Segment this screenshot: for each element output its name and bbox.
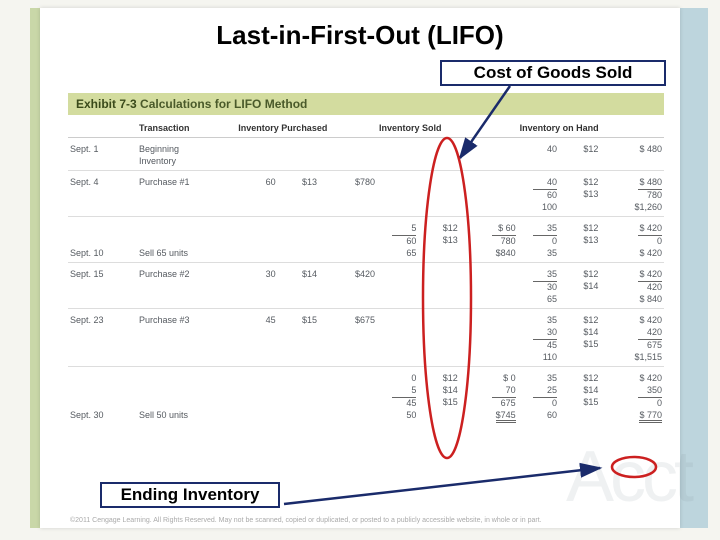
table-row: 5$1470 25$14350 <box>68 384 664 396</box>
table-row: 60$13780 <box>68 188 664 201</box>
cogs-callout-box: Cost of Goods Sold <box>440 60 666 86</box>
table-row: Sept. 4Purchase #1 60$13$780 40$12$ 480 <box>68 171 664 189</box>
table-header-row: Transaction Inventory Purchased Inventor… <box>68 115 664 138</box>
slide-container: Acct Last-in-First-Out (LIFO) Cost of Go… <box>40 8 680 528</box>
table-row: 65$ 840 <box>68 293 664 309</box>
col-transaction: Transaction <box>137 115 236 138</box>
table-row: 100$1,260 <box>68 201 664 217</box>
ending-inventory-callout-box: Ending Inventory <box>100 482 280 508</box>
exhibit-header: Exhibit 7-3 Calculations for LIFO Method <box>68 93 664 115</box>
lifo-table: Transaction Inventory Purchased Inventor… <box>68 115 664 424</box>
ending-red-circle <box>612 457 656 477</box>
table-row: 45$15675 <box>68 338 664 351</box>
slide-title: Last-in-First-Out (LIFO) <box>40 8 680 57</box>
exhibit-container: Exhibit 7-3 Calculations for LIFO Method… <box>68 93 664 424</box>
table-row: 5$12$ 60 35$12$ 420 <box>68 217 664 235</box>
copyright-text: ©2011 Cengage Learning. All Rights Reser… <box>70 517 542 524</box>
table-row: 45$15675 0$150 <box>68 396 664 409</box>
col-sold: Inventory Sold <box>377 115 518 138</box>
table-row: 110$1,515 <box>68 351 664 367</box>
table-row: Sept. 23Purchase #3 45$15$675 35$12$ 420 <box>68 309 664 327</box>
table-row: Sept. 15Purchase #2 30$14$420 35$12$ 420 <box>68 263 664 281</box>
table-row: Sept. 10Sell 65 units 65$840 35$ 420 <box>68 247 664 263</box>
exhibit-number: Exhibit 7-3 <box>76 97 137 111</box>
table-row: 30$14420 <box>68 280 664 293</box>
col-purchased: Inventory Purchased <box>236 115 377 138</box>
watermark: Acct <box>566 436 690 518</box>
exhibit-title: Calculations for LIFO Method <box>140 97 307 111</box>
table-row: 0$12$ 0 35$12$ 420 <box>68 367 664 385</box>
table-row: 60$13780 0$130 <box>68 234 664 247</box>
table-row: Inventory <box>68 155 664 171</box>
col-onhand: Inventory on Hand <box>518 115 664 138</box>
table-row: Sept. 30Sell 50 units 50$745 60$ 770 <box>68 409 664 424</box>
table-row: 30$14420 <box>68 326 664 338</box>
table-row: Sept. 1Beginning 40$12$ 480 <box>68 138 664 156</box>
ending-arrow <box>284 468 600 504</box>
